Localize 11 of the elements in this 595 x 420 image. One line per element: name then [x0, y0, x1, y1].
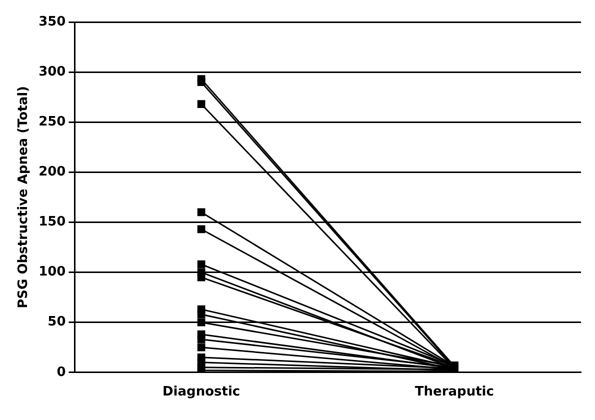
y-tick-label: 250: [38, 114, 66, 130]
x-tick-label: Theraputic: [414, 384, 494, 400]
y-tick-label: 50: [48, 314, 66, 330]
x-tick-label: Diagnostic: [162, 384, 240, 400]
y-tick-label: 150: [38, 214, 66, 230]
y-tick-label: 300: [38, 64, 66, 80]
y-axis-title: PSG Obstructive Apnea (Total): [16, 86, 32, 308]
y-tick-label: 0: [56, 364, 66, 380]
y-tick-label: 200: [38, 164, 66, 180]
y-tick-label: 100: [38, 264, 66, 280]
y-tick-label: 350: [38, 14, 66, 30]
